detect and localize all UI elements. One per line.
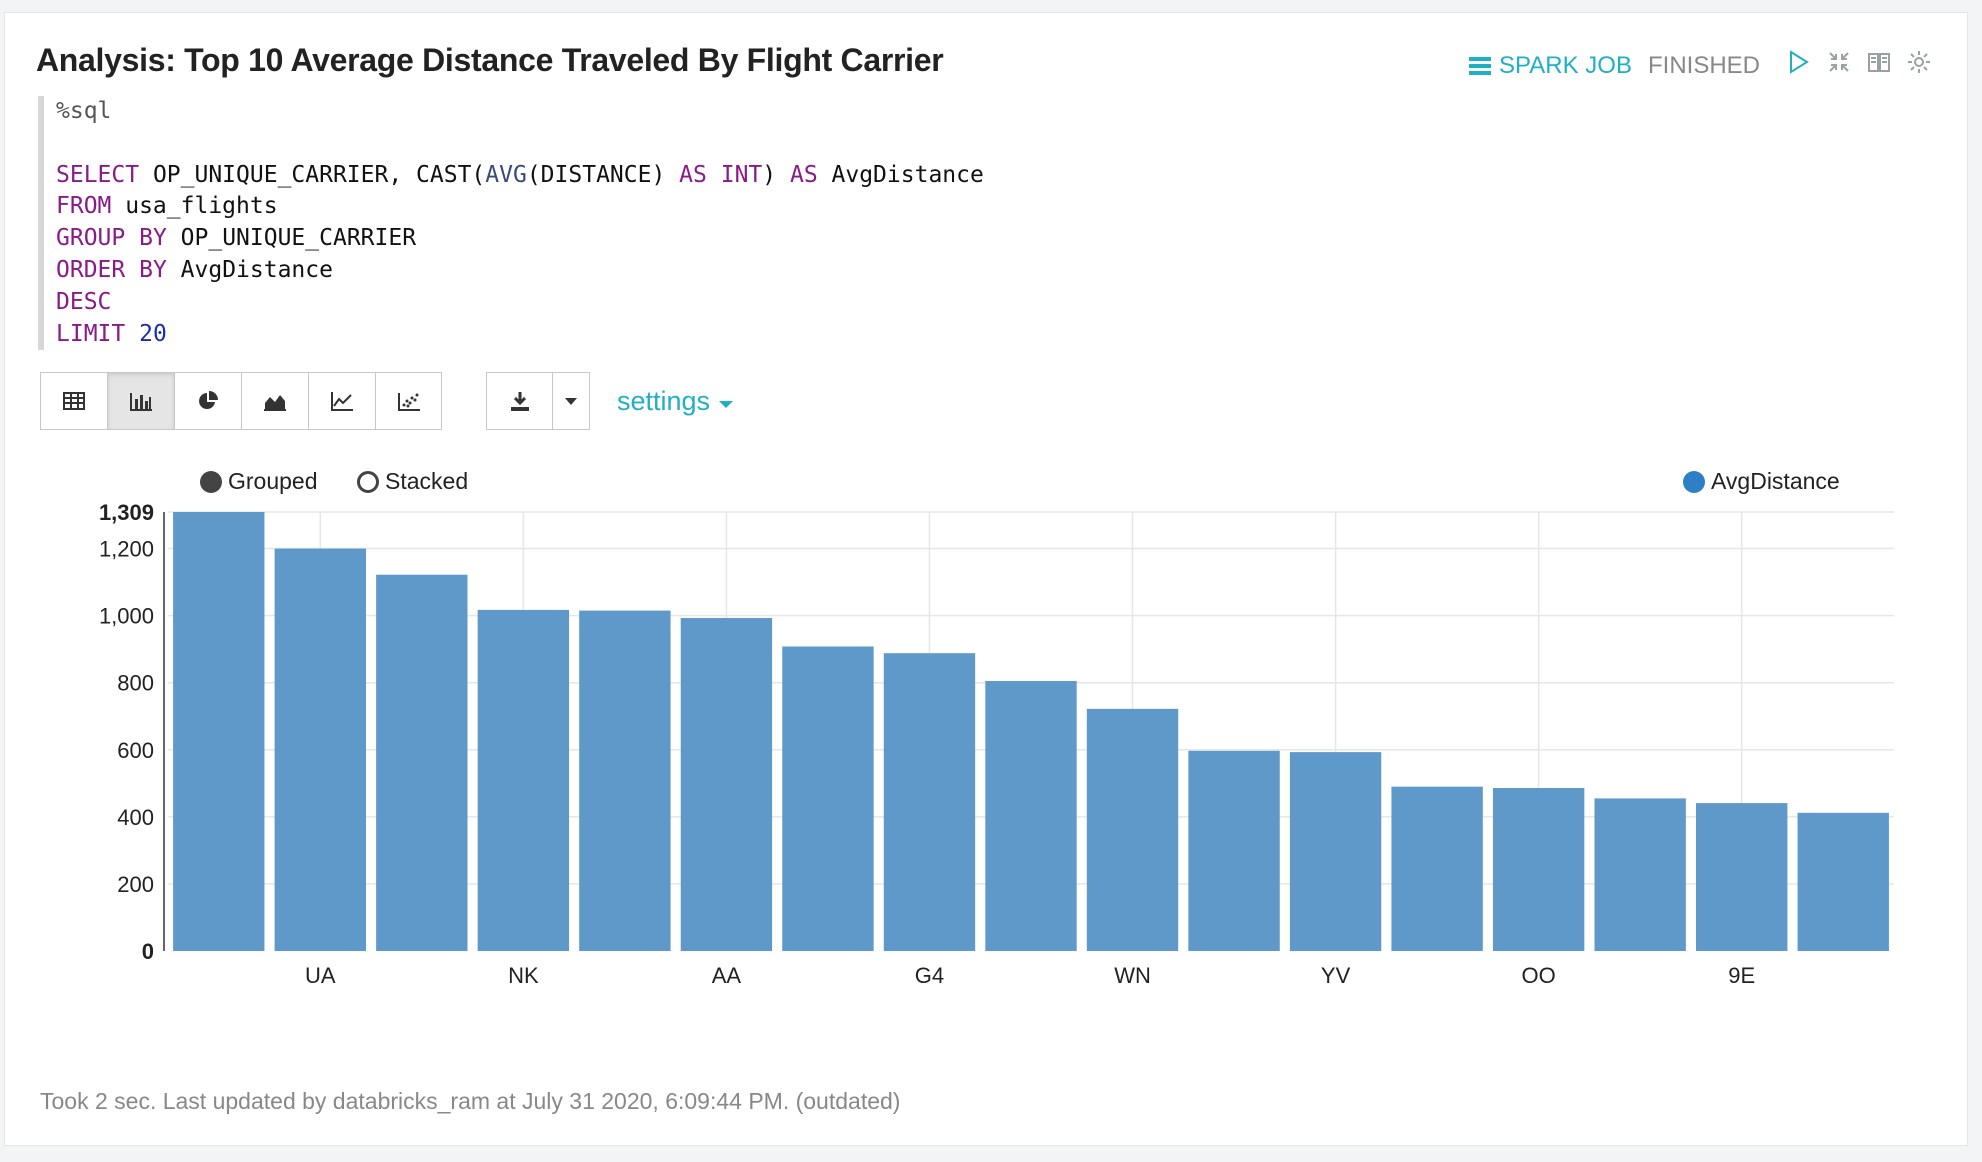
table-view-button[interactable] [40,372,107,430]
chevron-down-icon [565,398,577,405]
settings-label: settings [617,386,711,416]
code-line-2: FROM usa_flights [56,193,278,220]
bar-chart-icon [129,391,153,411]
run-icon[interactable] [1784,50,1814,81]
area-chart-view-button[interactable] [241,372,308,430]
spark-job-button[interactable]: SPARK JOB [1469,52,1632,80]
stacked-option[interactable]: Stacked [357,468,468,495]
legend-label: AvgDistance [1711,468,1840,494]
pie-chart-icon [197,390,219,412]
legend-item-avgdistance[interactable]: AvgDistance [1683,468,1840,495]
code-magic: %sql [56,98,112,124]
stacked-label: Stacked [385,468,469,494]
cell-footer: Took 2 sec. Last updated by databricks_r… [40,1088,901,1114]
grouped-label: Grouped [228,468,318,494]
caret-down-icon [718,401,733,408]
code-line-5: DESC [56,288,112,315]
line-chart-view-button[interactable] [308,372,375,430]
pie-chart-view-button[interactable] [174,372,241,430]
table-icon [63,391,85,411]
area-chart-icon [263,391,287,411]
scatter-chart-view-button[interactable] [375,372,442,430]
download-button[interactable] [486,372,552,430]
download-options-button[interactable] [552,372,590,430]
cell-title: Analysis: Top 10 Average Distance Travel… [36,42,944,78]
bar-chart-view-button[interactable] [107,372,174,430]
code-editor[interactable]: %sql SELECT OP_UNIQUE_CARRIER, CAST(AVG(… [38,96,984,351]
legend-swatch [1683,470,1705,493]
code-line-4: ORDER BY AvgDistance [56,256,333,283]
grouped-option[interactable]: Grouped [200,468,318,495]
download-group [486,372,590,430]
book-icon[interactable] [1864,50,1894,81]
job-state-label: FINISHED [1647,51,1760,79]
gear-icon[interactable] [1904,50,1934,81]
cell-status-bar: SPARK JOB FINISHED [1469,50,1934,81]
download-icon [510,392,529,411]
code-line-1: SELECT OP_UNIQUE_CARRIER, CAST(AVG(DISTA… [56,161,984,188]
line-chart-icon [330,391,354,411]
code-line-3: GROUP BY OP_UNIQUE_CARRIER [56,225,417,252]
spark-job-icon [1469,56,1492,75]
code-line-6: LIMIT 20 [56,320,167,347]
settings-dropdown[interactable]: settings [617,386,734,417]
chart-type-toolbar [40,372,442,430]
radio-empty-icon [357,470,379,493]
spark-job-label: SPARK JOB [1499,51,1632,79]
radio-filled-icon [200,470,222,493]
scatter-chart-icon [397,391,421,411]
collapse-icon[interactable] [1824,50,1854,81]
